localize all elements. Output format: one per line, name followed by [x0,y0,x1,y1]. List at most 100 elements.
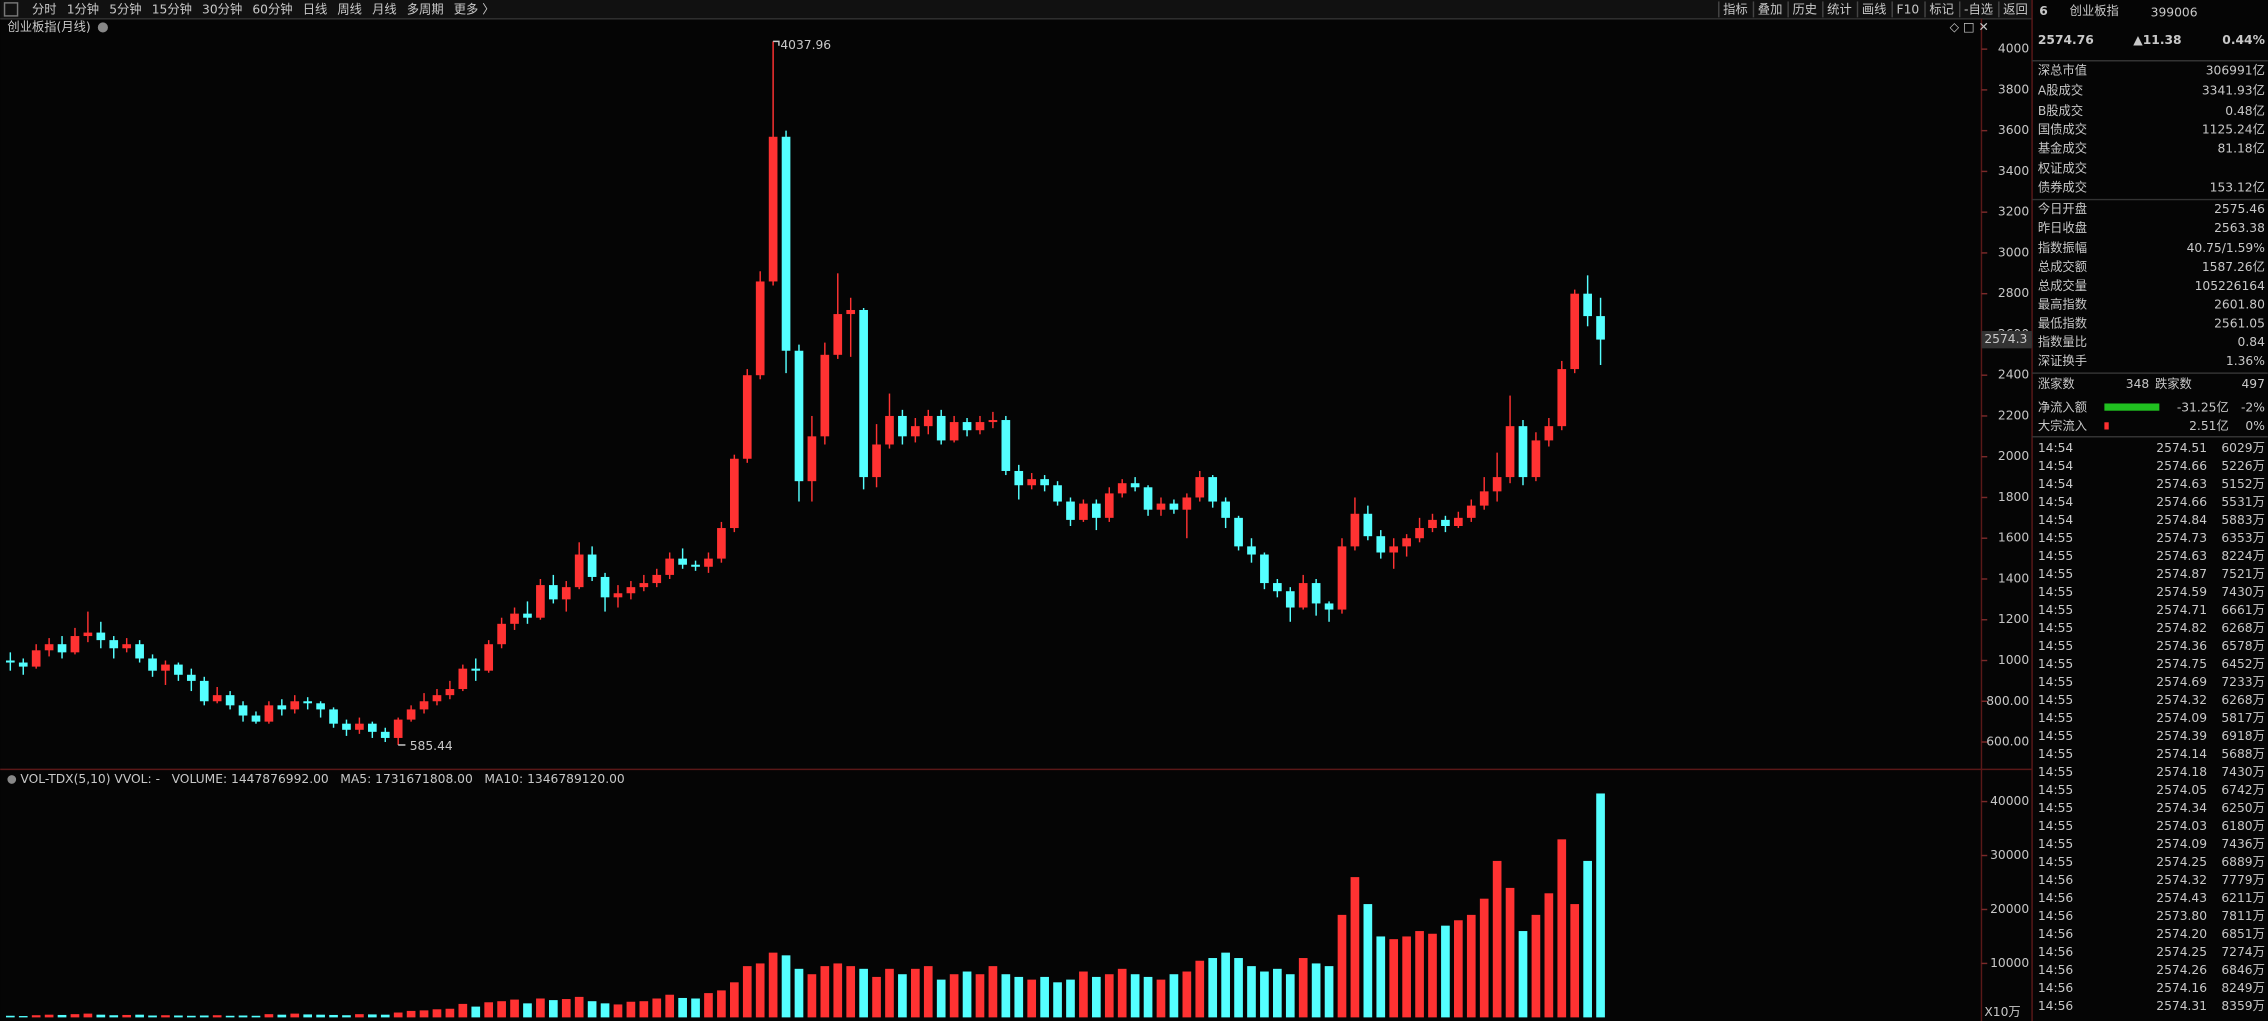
period-tab[interactable]: 分时 [32,3,57,17]
period-tab[interactable]: 30分钟 [202,2,242,17]
volume-bar [1027,979,1037,1018]
candle-body [1531,440,1541,478]
tick-time: 14:54 [2038,441,2074,455]
y-tick-label: 1800 [1998,490,2029,504]
volume-bar [859,968,868,1018]
candle-body [1027,479,1037,486]
stat-label: 深证换手 [2038,354,2087,368]
y-tick-label: 2800 [1998,286,2029,300]
tick-time: 14:55 [2038,765,2073,779]
volume-bar [1544,893,1554,1018]
y-tick-label: 2000 [1998,449,2029,463]
tick-volume: 6029万 [2221,441,2265,455]
volume-bar [717,990,726,1018]
candle-body [510,613,519,624]
tick-time: 14:54 [2038,459,2074,473]
candle-body [523,613,532,618]
tick-time: 14:55 [2038,711,2073,725]
period-tab[interactable]: 多周期 [407,3,444,17]
tick-price: 2574.20 [2156,927,2207,941]
tool-button[interactable]: 叠加 [1758,3,1783,17]
y-tick-label: 4000 [1998,42,2029,56]
candle-body [1182,497,1192,510]
candle-body [238,705,248,716]
candle-body [872,444,881,478]
candle-body [380,731,390,738]
candle-body [1544,426,1554,441]
y-tick-label: 3800 [1998,82,2029,96]
candle-body [536,585,545,618]
candle-body [898,415,907,437]
tick-price: 2574.73 [2156,531,2207,545]
tool-button[interactable]: 指标 [1723,2,1748,17]
candle-body [1014,470,1024,486]
stat-value: 2575.46 [2214,202,2265,216]
period-tab[interactable]: 周线 [337,3,362,17]
volume-bar [1324,966,1334,1018]
period-tab[interactable]: 月线 [372,3,397,17]
candle-body [148,658,157,671]
volume-bar [1454,920,1463,1018]
pane-controls[interactable]: ◇ □ ✕ [1950,20,1989,34]
period-tab[interactable]: 日线 [303,3,328,17]
tick-price: 2574.32 [2156,873,2207,887]
volume-bar [174,1015,183,1018]
volume-bar [936,979,946,1018]
settings-icon[interactable] [97,22,108,33]
y-tick-label: 3400 [1998,164,2029,178]
candle-body [717,528,726,559]
stat-label: B股成交 [2038,103,2083,118]
candle-body [290,701,300,710]
candle-body [1428,519,1437,529]
tick-volume: 6268万 [2221,621,2265,635]
volume-bar [1389,939,1399,1018]
tool-button[interactable]: 统计 [1827,3,1852,17]
tool-button[interactable]: 返回 [2003,3,2028,17]
candle-body [574,554,584,588]
candle-body [1596,316,1605,340]
candle-body [225,695,235,706]
volume-bar [742,966,752,1018]
stat-value: 81.18亿 [2217,140,2264,155]
volume-bar [199,1015,209,1018]
tool-button[interactable]: -自选 [1964,3,1993,17]
candle-body [445,689,455,696]
candle-body [31,650,41,667]
settings-icon[interactable] [7,775,17,784]
volume-bar [251,1015,261,1018]
toolbar [0,0,2033,19]
y-tick-label: 2200 [1998,408,2029,422]
tool-button[interactable]: F10 [1897,3,1920,17]
tick-price: 2574.05 [2156,783,2207,797]
candle-body [652,574,662,584]
stat-value: 2561.05 [2214,316,2265,330]
menu-icon[interactable] [3,2,19,17]
candle-body [122,644,132,649]
candle-body [1337,546,1347,610]
candle-body [1570,293,1580,370]
candle-body [729,458,739,529]
volume-bar [471,1006,481,1018]
volume-bar [1350,877,1360,1018]
volume-bar [393,1012,403,1018]
volume-bar [613,1004,623,1018]
candle-body [1518,426,1528,478]
volume-bar [781,955,791,1018]
period-tab[interactable]: 15分钟 [152,2,192,17]
tool-button[interactable]: 标记 [1929,3,1954,17]
volume-bar [1505,887,1515,1018]
y-tick-label: 3000 [1998,245,2029,259]
candle-body [1363,513,1373,537]
period-tab[interactable]: 60分钟 [252,2,292,17]
period-tab[interactable]: 更多 〉 [454,3,495,17]
period-tab[interactable]: 1分钟 [67,2,99,17]
tick-price: 2574.43 [2156,891,2207,905]
stat-label: 指数振幅 [2038,240,2087,255]
tool-button[interactable]: 历史 [1792,3,1817,17]
volume-bar [432,1009,442,1018]
period-tab[interactable]: 5分钟 [109,2,141,17]
candle-body [1273,583,1282,592]
tool-button[interactable]: 画线 [1862,3,1887,17]
flow-ratio: 0% [2245,419,2264,433]
